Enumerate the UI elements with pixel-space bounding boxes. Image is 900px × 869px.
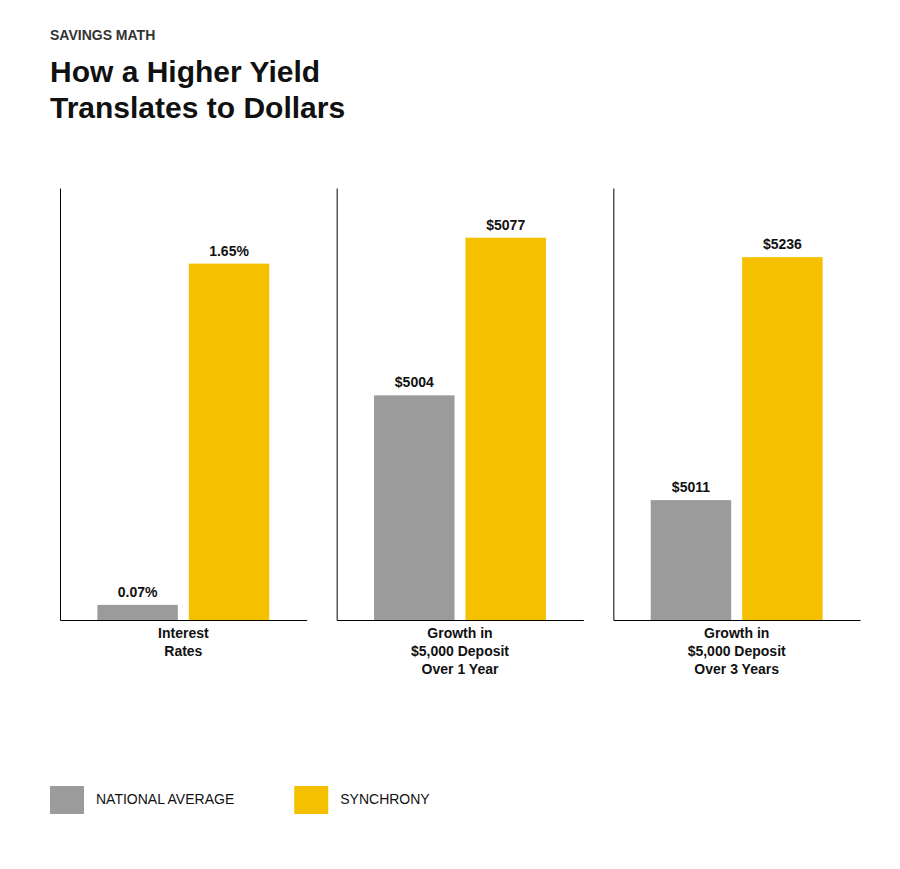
data-label: $5004 [395, 374, 434, 390]
text-line: $5,000 Deposit [411, 643, 509, 659]
bar [374, 395, 454, 620]
tick-label: Growth in $5,000 Deposit Over 3 Years [688, 625, 786, 677]
bars [374, 238, 546, 620]
text-line: Growth in [427, 625, 492, 641]
data-label: $5077 [486, 217, 525, 233]
x-axis-line [614, 620, 861, 621]
tick-label: Growth in $5,000 Deposit Over 1 Year [411, 625, 509, 677]
tick: Growth in $5,000 Deposit Over 1 Year [411, 620, 509, 677]
y-axis [613, 189, 614, 621]
legend: NATIONAL AVERAGE SYNCHRONY [50, 786, 430, 814]
bar [742, 257, 822, 620]
tick: Growth in $5,000 Deposit Over 3 Years [688, 620, 786, 677]
x-axis-line [61, 620, 308, 621]
x-axis: Growth in $5,000 Deposit Over 3 Years [614, 620, 861, 677]
data-label: $5236 [763, 236, 802, 252]
x-axis-line [337, 620, 584, 621]
y-axis [60, 189, 61, 621]
legend-swatch [294, 786, 328, 814]
legend-label: NATIONAL AVERAGE [96, 791, 234, 807]
bars [97, 264, 269, 620]
panel: 0.07% 1.65% Interest Rates [61, 189, 308, 660]
text-line: Over 3 Years [694, 661, 779, 677]
bar [189, 264, 269, 620]
y-axis-line [613, 189, 614, 621]
tick: Interest Rates [158, 620, 209, 659]
tick-label: Interest Rates [158, 625, 209, 659]
y-axis-line [60, 189, 61, 621]
data-label: $5011 [672, 479, 710, 495]
text-line: $5,000 Deposit [688, 643, 786, 659]
text-line: How a Higher Yield [50, 55, 320, 88]
text-line: Interest [158, 625, 209, 641]
subtitle: SAVINGS MATH [50, 27, 155, 43]
panel: $5011 $5236 Growth in $5,000 Deposit Over 3 … [614, 189, 861, 678]
title: How a Higher YieldTranslates to Dollars [50, 55, 345, 124]
x-axis: Interest Rates [61, 620, 308, 659]
text-line: Over 1 Year [422, 661, 499, 677]
y-axis-line [337, 189, 338, 621]
legend-label: SYNCHRONY [340, 791, 430, 807]
data-label: 0.07% [118, 584, 158, 600]
legend-swatch [50, 786, 84, 814]
bar [465, 238, 545, 620]
bars [651, 257, 823, 620]
text-line: Translates to Dollars [50, 91, 345, 124]
bar [97, 605, 177, 620]
bar [651, 500, 731, 620]
data-label: 1.65% [209, 243, 249, 259]
x-axis: Growth in $5,000 Deposit Over 1 Year [337, 620, 584, 677]
chart: SAVINGS MATH How a Higher YieldTranslates… [0, 0, 900, 869]
y-axis [337, 189, 338, 621]
text-line: Growth in [704, 625, 769, 641]
text-line: Rates [164, 643, 202, 659]
panel: $5004 $5077 Growth in $5,000 Deposit Over 1 … [337, 189, 584, 678]
